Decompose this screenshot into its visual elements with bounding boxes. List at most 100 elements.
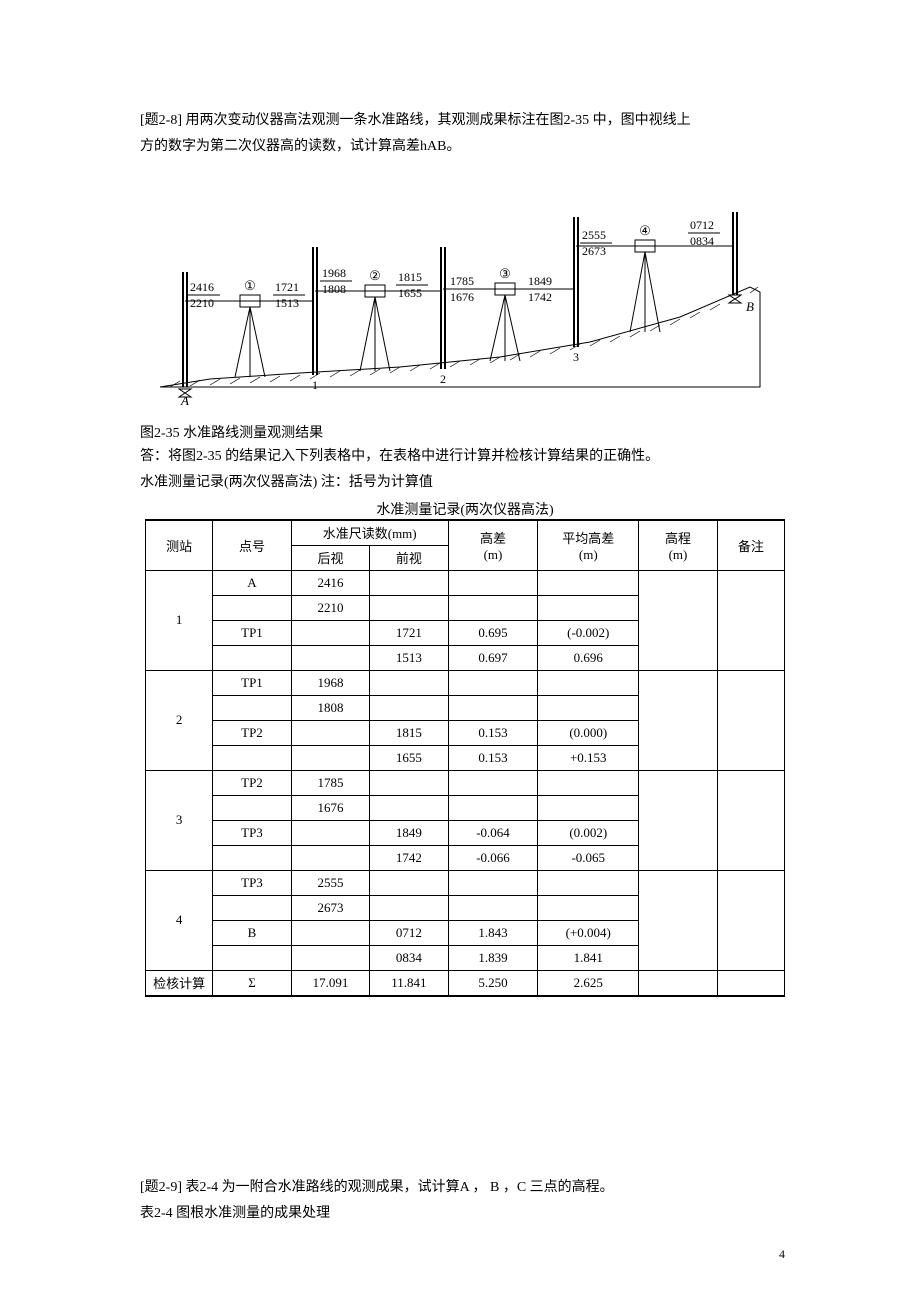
cell-pt: TP2 bbox=[213, 720, 291, 745]
cell-pt: TP1 bbox=[213, 670, 291, 695]
rod-3: 3 bbox=[573, 217, 579, 364]
cell-bs bbox=[291, 845, 369, 870]
cell-diff: 0.695 bbox=[448, 620, 538, 645]
cell-avg: 1.841 bbox=[538, 945, 639, 970]
cell-avg: (+0.004) bbox=[538, 920, 639, 945]
cell-diff: -0.064 bbox=[448, 820, 538, 845]
cell-note bbox=[717, 570, 784, 670]
cell-pt: TP3 bbox=[213, 870, 291, 895]
cell-note bbox=[717, 870, 784, 970]
cell-avg bbox=[538, 770, 639, 795]
cell-avg bbox=[538, 695, 639, 720]
problem-2-8-text-2: 方的数字为第二次仪器高的读数，试计算高差hAB。 bbox=[140, 136, 790, 158]
leveling-record-table: 测站 点号 水准尺读数(mm) 高差(m) 平均高差(m) 高程(m) 备注 后… bbox=[145, 519, 785, 997]
th-diff: 高差(m) bbox=[448, 520, 538, 571]
cell-diff bbox=[448, 795, 538, 820]
cell-diff bbox=[448, 895, 538, 920]
cell-avg: 0.696 bbox=[538, 645, 639, 670]
th-note: 备注 bbox=[717, 520, 784, 571]
cell-bs: 2673 bbox=[291, 895, 369, 920]
cell-bs: 2416 bbox=[291, 570, 369, 595]
figure-2-35: A ① 1 bbox=[150, 177, 790, 412]
svg-text:1815: 1815 bbox=[398, 270, 422, 284]
cell-pt bbox=[213, 945, 291, 970]
svg-text:1742: 1742 bbox=[528, 290, 552, 304]
cell-bs bbox=[291, 745, 369, 770]
table-title: 水准测量记录(两次仪器高法) bbox=[140, 499, 790, 519]
cell-pt: B bbox=[213, 920, 291, 945]
cell-bs bbox=[291, 945, 369, 970]
cell-avg: +0.153 bbox=[538, 745, 639, 770]
svg-text:1808: 1808 bbox=[322, 282, 346, 296]
cell-station: 4 bbox=[146, 870, 213, 970]
cell-diff bbox=[448, 595, 538, 620]
cell-note bbox=[717, 770, 784, 870]
answer-line-1: 答：将图2-35 的结果记入下列表格中，在表格中进行计算并检核计算结果的正确性。 bbox=[140, 446, 790, 468]
cell-fs bbox=[370, 870, 448, 895]
cell-avg: -0.065 bbox=[538, 845, 639, 870]
cell-fs bbox=[370, 895, 448, 920]
cell-bs bbox=[291, 620, 369, 645]
th-station: 测站 bbox=[146, 520, 213, 571]
figure-caption: 图2-35 水准路线测量观测结果 bbox=[140, 422, 790, 442]
svg-text:2673: 2673 bbox=[582, 244, 606, 258]
svg-text:1676: 1676 bbox=[450, 290, 474, 304]
svg-text:①: ① bbox=[244, 278, 256, 293]
cell-diff bbox=[448, 770, 538, 795]
cell-diff bbox=[448, 695, 538, 720]
cell-fs bbox=[370, 570, 448, 595]
problem-2-9-section: [题2-9] 表2-4 为一附合水准路线的观测成果，试计算A ， B ，C 三点… bbox=[140, 1177, 790, 1226]
cell-pt: TP2 bbox=[213, 770, 291, 795]
rod-1: 1 bbox=[312, 247, 318, 392]
cell-fs bbox=[370, 595, 448, 620]
svg-text:0834: 0834 bbox=[690, 234, 714, 248]
svg-text:1968: 1968 bbox=[322, 266, 346, 280]
cell-fs: 0712 bbox=[370, 920, 448, 945]
answer-line-2: 水准测量记录(两次仪器高法) 注：括号为计算值 bbox=[140, 472, 790, 494]
cell-sum: 17.091 bbox=[291, 970, 369, 996]
problem-2-9-text: [题2-9] 表2-4 为一附合水准路线的观测成果，试计算A ， B ，C 三点… bbox=[140, 1177, 790, 1199]
svg-text:③: ③ bbox=[499, 266, 511, 281]
table-row: 3TP21785 bbox=[146, 770, 785, 795]
cell-fs: 1721 bbox=[370, 620, 448, 645]
cell-pt bbox=[213, 895, 291, 920]
cell-avg: (0.002) bbox=[538, 820, 639, 845]
cell-bs: 1808 bbox=[291, 695, 369, 720]
problem-2-9-label: [题2-9] bbox=[140, 1180, 182, 1195]
cell-diff: 0.153 bbox=[448, 720, 538, 745]
table-2-4-caption: 表2-4 图根水准测量的成果处理 bbox=[140, 1203, 790, 1225]
cell-avg bbox=[538, 670, 639, 695]
cell-avg bbox=[538, 570, 639, 595]
cell-bs bbox=[291, 920, 369, 945]
cell-pt bbox=[213, 695, 291, 720]
table-row: 1A2416 bbox=[146, 570, 785, 595]
svg-text:1721: 1721 bbox=[275, 280, 299, 294]
svg-text:3: 3 bbox=[573, 350, 579, 364]
cell-bs bbox=[291, 645, 369, 670]
cell-sum: Σ bbox=[213, 970, 291, 996]
cell-bs: 1785 bbox=[291, 770, 369, 795]
cell-fs: 1849 bbox=[370, 820, 448, 845]
cell-fs: 1742 bbox=[370, 845, 448, 870]
cell-bs bbox=[291, 720, 369, 745]
svg-text:2555: 2555 bbox=[582, 228, 606, 242]
svg-text:④: ④ bbox=[639, 223, 651, 238]
cell-diff bbox=[448, 670, 538, 695]
cell-pt bbox=[213, 745, 291, 770]
cell-station: 1 bbox=[146, 570, 213, 670]
cell-sum: 11.841 bbox=[370, 970, 448, 996]
cell-avg bbox=[538, 595, 639, 620]
svg-text:②: ② bbox=[369, 268, 381, 283]
cell-sum: 2.625 bbox=[538, 970, 639, 996]
document-page: [题2-8] 用两次变动仪器高法观测一条水准路线，其观测成果标注在图2-35 中… bbox=[0, 0, 920, 1302]
cell-station: 3 bbox=[146, 770, 213, 870]
th-point: 点号 bbox=[213, 520, 291, 571]
cell-sum: 检核计算 bbox=[146, 970, 213, 996]
svg-text:1513: 1513 bbox=[275, 296, 299, 310]
cell-fs: 1655 bbox=[370, 745, 448, 770]
leveling-route-svg: A ① 1 bbox=[150, 177, 770, 407]
cell-diff bbox=[448, 870, 538, 895]
cell-elev bbox=[639, 670, 717, 770]
cell-fs bbox=[370, 770, 448, 795]
svg-text:B: B bbox=[746, 299, 754, 314]
